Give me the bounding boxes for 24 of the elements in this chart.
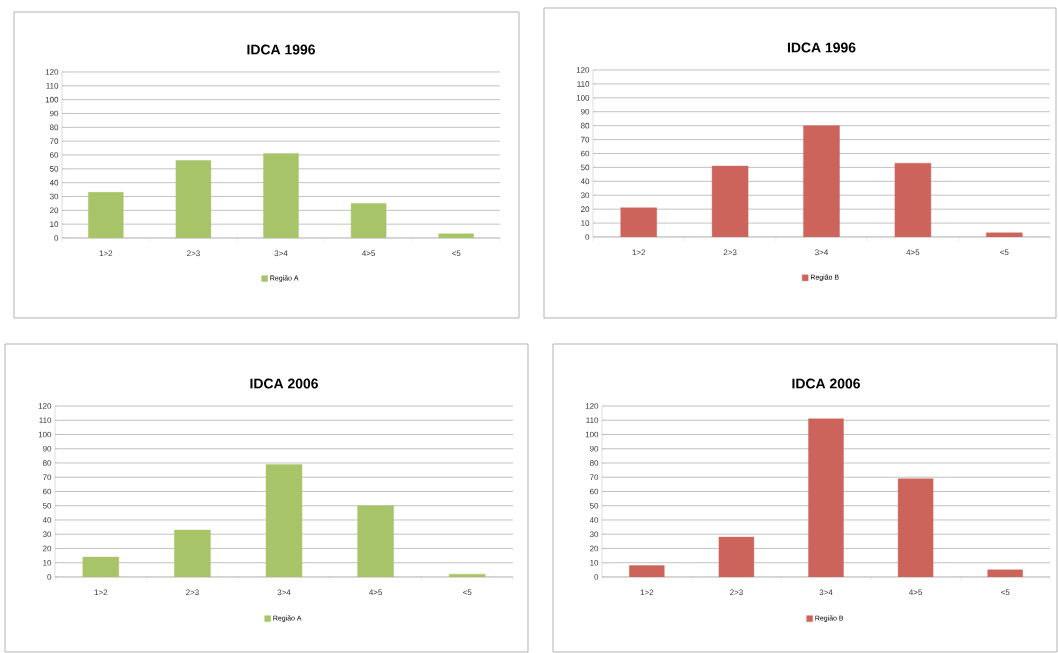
bar xyxy=(350,203,387,238)
bar xyxy=(265,464,303,577)
chart-title: IDCA 2006 xyxy=(792,378,860,389)
chart-title: IDCA 1996 xyxy=(247,44,315,55)
bar xyxy=(174,529,211,577)
bar xyxy=(357,505,394,577)
bar xyxy=(986,232,1023,237)
bar xyxy=(449,573,486,577)
bar xyxy=(175,160,212,238)
chart-title: IDCA 2006 xyxy=(250,378,318,389)
bar xyxy=(718,536,755,577)
bar xyxy=(897,478,934,577)
bar xyxy=(438,233,474,238)
bar xyxy=(987,569,1023,577)
chart-title: IDCA 1996 xyxy=(787,42,856,53)
bar xyxy=(894,163,932,237)
bar xyxy=(620,207,657,237)
bar xyxy=(629,565,665,577)
bar xyxy=(88,192,124,238)
bar xyxy=(263,153,299,238)
bar xyxy=(808,418,844,577)
bar xyxy=(82,556,120,577)
bar xyxy=(711,165,749,237)
bar xyxy=(803,125,840,237)
